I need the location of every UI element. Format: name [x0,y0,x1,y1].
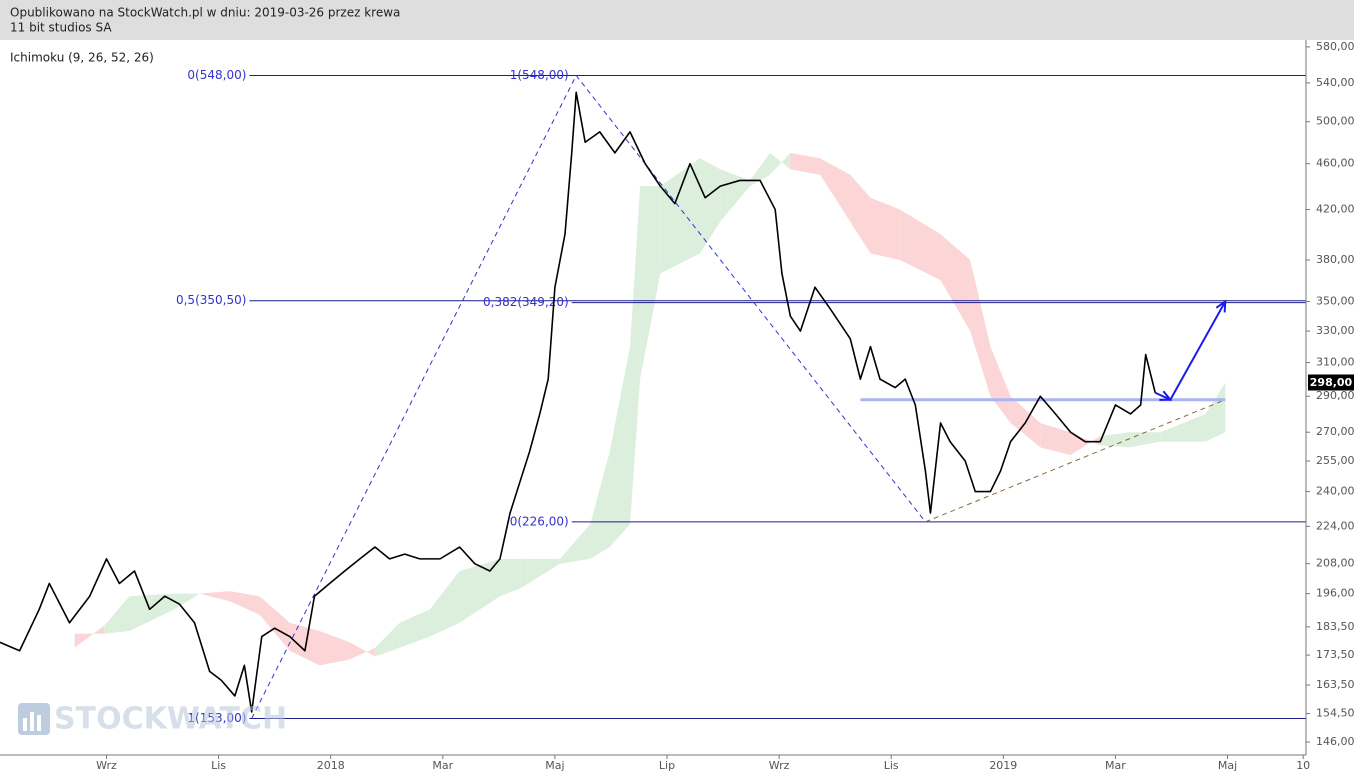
cloud-segment [720,169,750,222]
fib-label: 1(153,00) [187,711,246,725]
chart-title: 11 bit studios SA [10,21,112,35]
watermark-text: STOCKWATCH [54,702,287,737]
cloud-segment [289,622,320,666]
cloud-segment [900,209,941,281]
fib-label: 0(548,00) [187,68,246,82]
publication: Opublikowano na StockWatch.pl w dniu: 20… [10,6,400,20]
cloud-segment [104,596,130,634]
cloud-segment [319,630,350,666]
indicator-label: Ichimoku (9, 26, 52, 26) [10,51,154,65]
cloud-segment [630,186,641,525]
x-tick-label: Mar [1105,759,1126,772]
cloud-segment [259,596,290,651]
cloud-segment [229,591,260,615]
y-tick-label: 540,00 [1316,76,1354,89]
y-tick-label: 163,50 [1316,678,1354,691]
y-tick-label: 290,00 [1316,389,1354,402]
fib-label: 0,5(350,50) [176,293,246,307]
cloud-segment [640,186,661,380]
cloud-segment [1100,432,1131,448]
y-tick-label: 154,50 [1316,707,1354,720]
price-line [0,91,1156,713]
watermark-icon-bar [23,718,27,731]
cloud-segment [990,346,1011,423]
cloud-segment [1130,432,1161,448]
cloud-segment [520,558,560,589]
cloud-segment [459,558,500,623]
drawn-line [925,399,1226,523]
x-tick-label: Lis [884,759,899,772]
x-tick-label: 2018 [317,759,345,772]
y-tick-label: 208,00 [1316,557,1354,570]
x-tick-label: Maj [1218,759,1237,772]
arrow-head [1159,390,1173,401]
fib-label: 0(226,00) [510,514,569,528]
cloud-segment [349,642,375,660]
fib-label: 0,382(349,20) [483,295,569,309]
drawn-line [1154,300,1227,401]
cloud-segment [1160,413,1206,442]
plot-layer: 0(548,00) 0,5(350,50) 1(153,00) 1(548,00) 0,… [0,68,1306,725]
x-tick-label: Mar [432,759,453,772]
cloud-segment [820,158,851,222]
cloud-segment [609,346,631,548]
cloud-segment [374,622,400,657]
cloud-segment [700,158,721,254]
fib-label: 1(548,00) [510,68,569,82]
x-tick-label: 2019 [989,759,1017,772]
last-value-label: 298,00 [1310,376,1353,389]
y-tick-label: 196,00 [1316,587,1354,600]
y-tick-label: 580,00 [1316,40,1354,53]
watermark: STOCKWATCH [18,702,287,737]
cloud-segment [74,625,105,648]
arrow-head [1215,299,1227,313]
y-tick-label: 380,00 [1316,253,1354,266]
cloud-segment [850,174,871,254]
x-tick-label: Lis [211,759,226,772]
y-tick-label: 224,00 [1316,519,1354,532]
cloud-segment [770,152,791,175]
x-tick-label: Wrz [96,759,117,772]
y-tick-label: 310,00 [1316,356,1354,369]
cloud-segment [970,260,991,397]
y-tick-label: 350,00 [1316,294,1354,307]
cloud-segment [870,197,901,261]
y-tick-label: 240,00 [1316,485,1354,498]
cloud-segment [559,524,591,564]
y-tick-label: 420,00 [1316,203,1354,216]
cloud-segment [429,571,460,637]
y-tick-label: 146,00 [1316,735,1354,748]
y-tick-label: 270,00 [1316,425,1354,438]
header-bar [0,0,1354,40]
cloud-segment [199,591,230,602]
watermark-icon-bar [37,715,41,731]
x-tick-label: Wrz [769,759,790,772]
y-tick-label: 255,00 [1316,454,1354,467]
cloud-segment [129,593,175,631]
drawn-line [251,74,926,719]
cloud-segment [790,152,821,175]
cloud-segment [1040,422,1071,456]
y-tick-label: 183,50 [1316,620,1354,633]
last-value-box [1308,374,1354,391]
cloud-segment [499,558,521,597]
cloud-segment [749,152,771,187]
y-tick-label: 330,00 [1316,324,1354,337]
y-tick-label: 173,50 [1316,648,1354,661]
x-tick-label: Maj [545,759,564,772]
x-tick-label: 10 [1296,759,1310,772]
cloud-segment [174,593,200,610]
cloud-segment [940,234,971,332]
y-tick-label: 500,00 [1316,115,1354,128]
x-tick-label: Lip [659,759,675,772]
watermark-icon-bar [30,712,34,731]
cloud-segment [399,609,430,648]
y-tick-label: 460,00 [1316,157,1354,170]
cloud-segment [590,451,610,559]
cloud-segment [1205,382,1226,442]
cloud-segment [660,158,701,274]
